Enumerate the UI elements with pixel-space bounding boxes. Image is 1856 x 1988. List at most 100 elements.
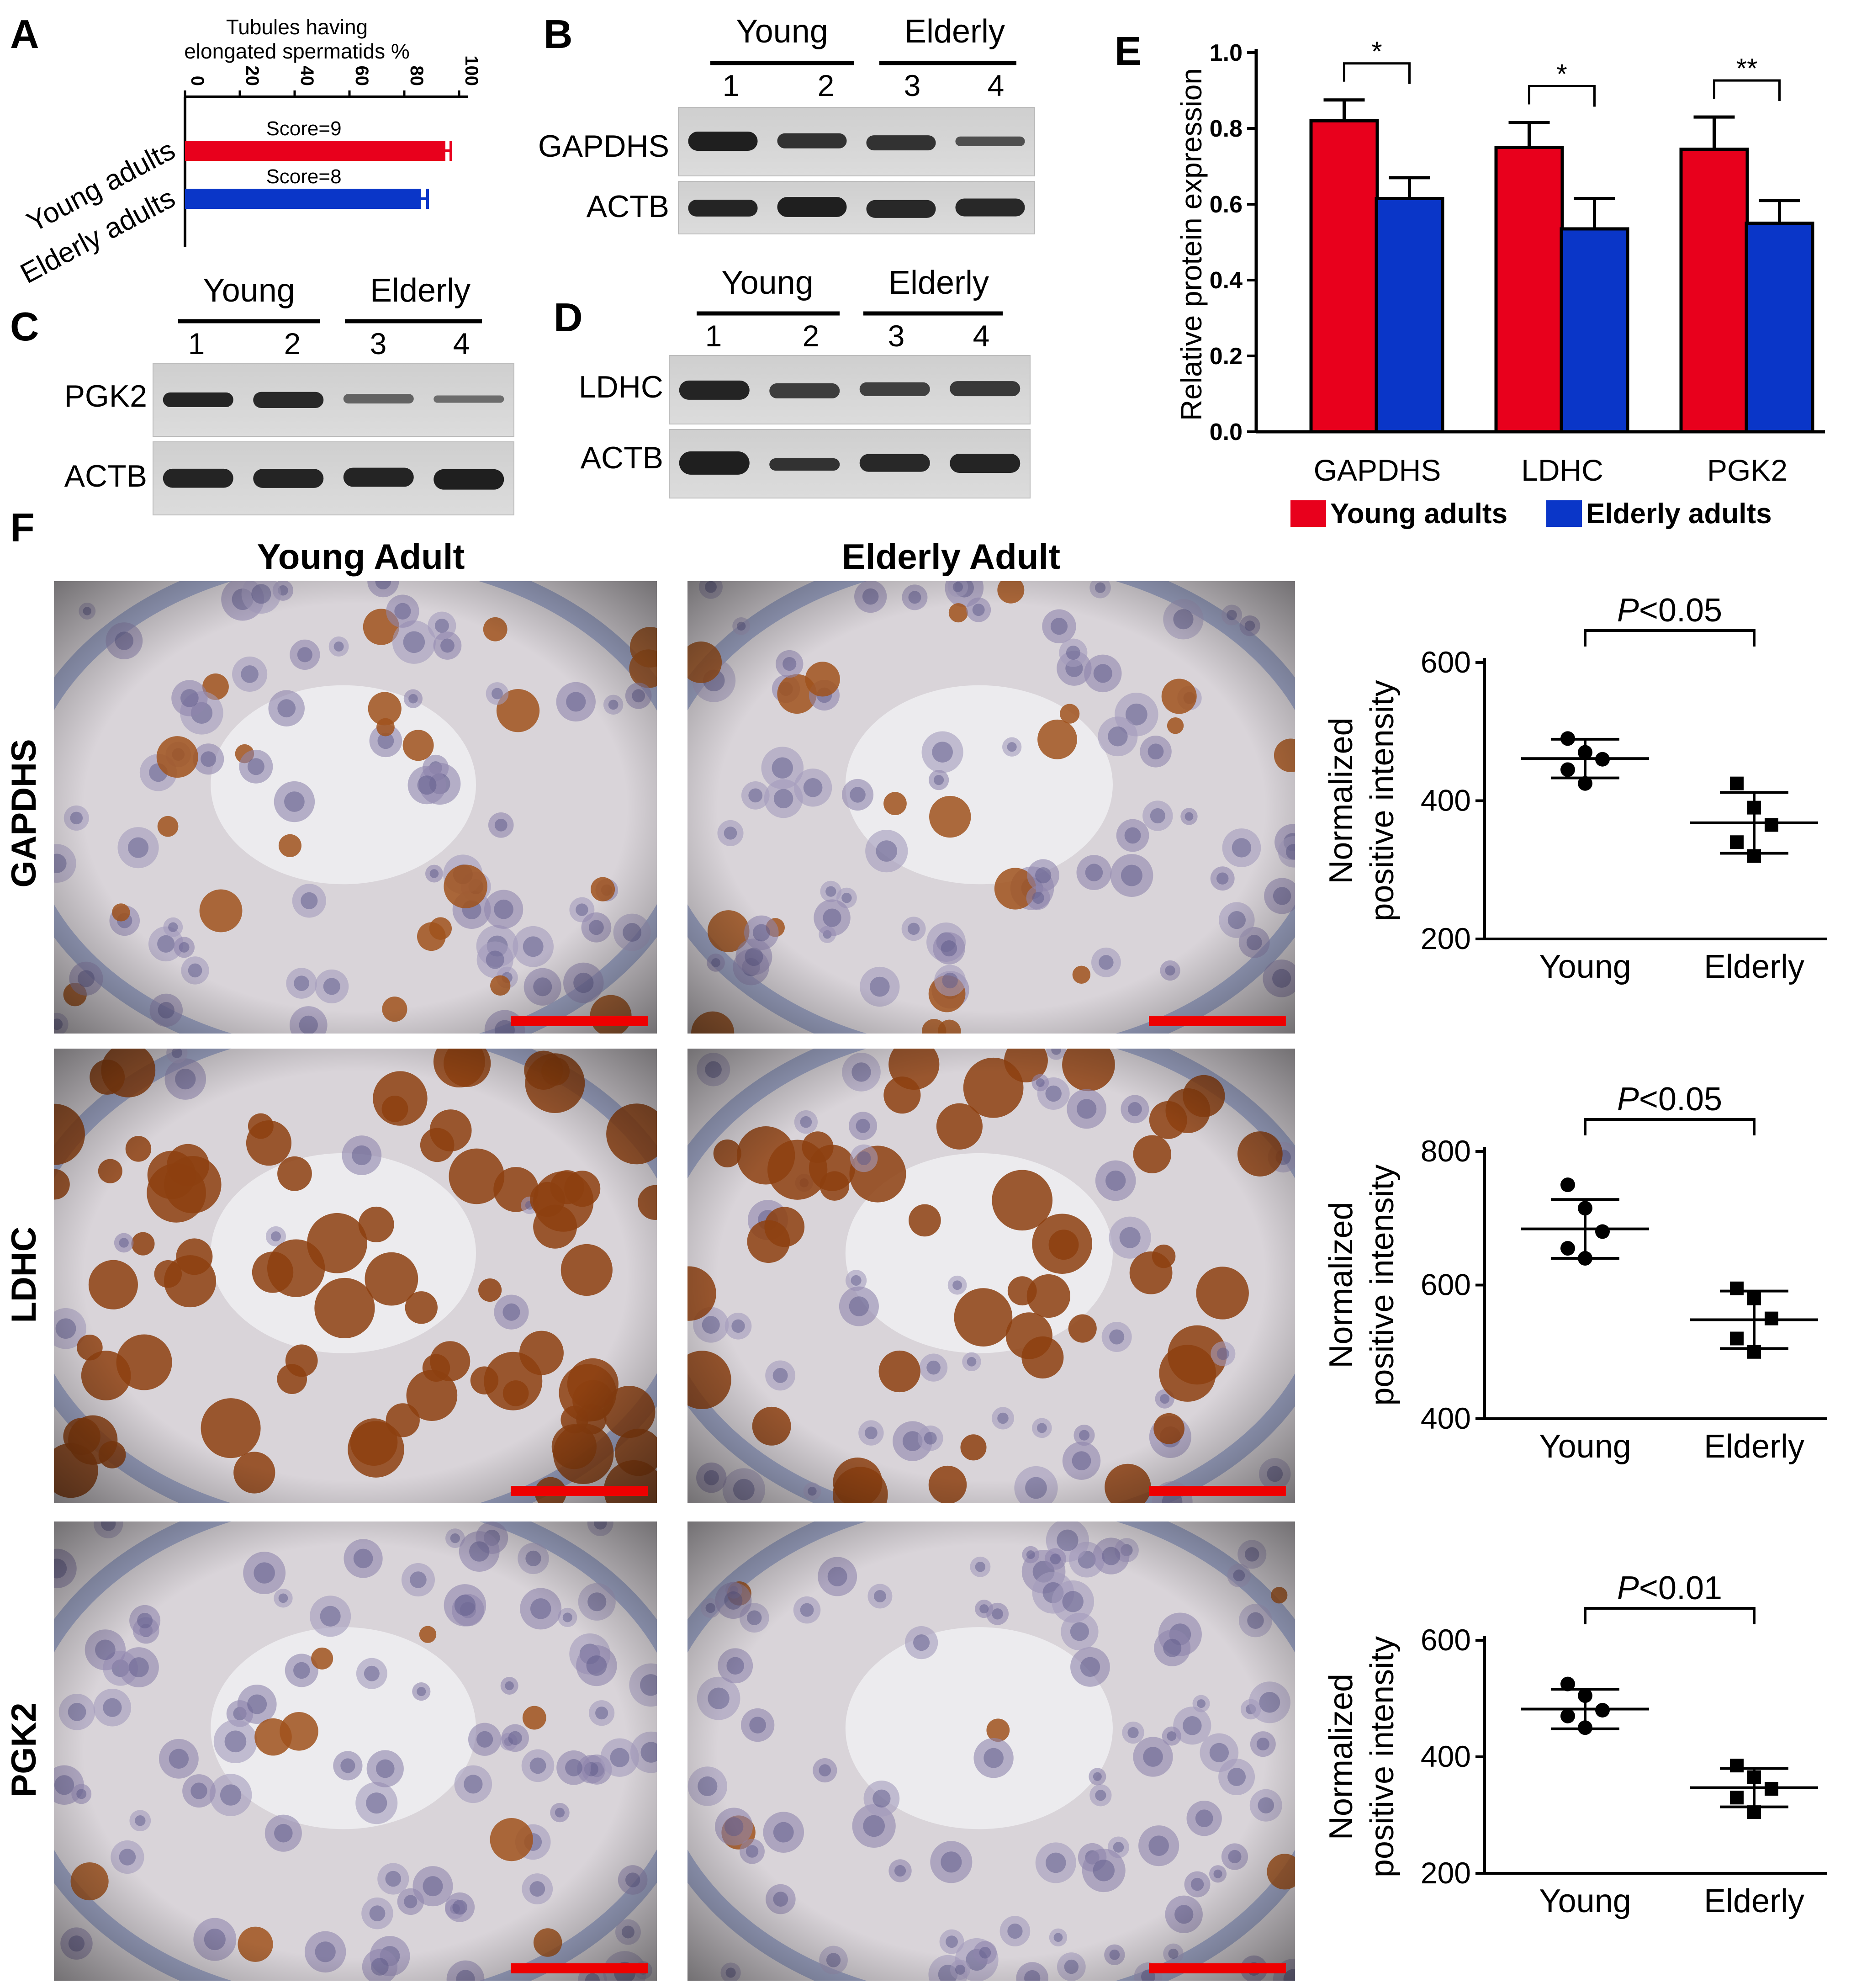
blot-c-lane-4: 4	[453, 327, 470, 360]
blot-band	[163, 392, 233, 407]
p-value-label: P<0.05	[1617, 592, 1722, 629]
blot-c-row-actb: ACTB	[64, 459, 147, 493]
significance-mark-e: **	[1736, 53, 1758, 84]
blot-band	[769, 458, 840, 471]
scale-bar	[1149, 1963, 1286, 1973]
blot-d-lane-2: 2	[803, 319, 820, 353]
micrograph-vignette	[54, 1521, 657, 1981]
blot-band	[859, 454, 930, 472]
bar-e	[1494, 146, 1564, 434]
blot-d-image	[669, 355, 1031, 498]
blot-b-group-elderly: Elderly	[904, 13, 1005, 50]
blot-band	[955, 198, 1025, 217]
dot-plot-ylabel-2: positive intensity	[1364, 1164, 1401, 1405]
blot-b-group-young: Young	[736, 13, 828, 50]
f-col-title-elderly: Elderly Adult	[842, 536, 1060, 577]
dot-plot-ylabel-2: positive intensity	[1364, 680, 1401, 921]
blot-band	[859, 382, 930, 396]
dot-elderly	[1730, 1791, 1744, 1805]
dot-plot-ylabel-1: Normalized	[1323, 1674, 1359, 1840]
panel-letter-f: F	[10, 505, 35, 550]
tick-label-e: 0.6	[1210, 191, 1243, 218]
tick-label-e: 0.2	[1210, 343, 1243, 370]
f-row-label-gapdhs: GAPDHS	[5, 739, 43, 887]
micrograph-content	[54, 1521, 657, 1981]
p-value-symbol: P	[1617, 1081, 1639, 1118]
blot-c-lane-1: 1	[188, 327, 205, 360]
p-value-threshold: <0.05	[1639, 1081, 1722, 1118]
dot-young	[1595, 1224, 1610, 1239]
dot-elderly	[1730, 835, 1744, 849]
dot-young	[1560, 1676, 1575, 1691]
bar-e	[1309, 119, 1379, 434]
dot-plot-2: 400 600 800 Normalized positive intensity You…	[1323, 1081, 1827, 1465]
micrograph-vignette	[54, 1049, 657, 1503]
blot-b-row-actb: ACTB	[587, 189, 669, 224]
micrograph-grid	[54, 581, 1295, 1981]
p-bracket	[1584, 1607, 1756, 1624]
tick-label-a: 60	[352, 66, 372, 86]
blot-band	[679, 380, 750, 400]
blot-band	[253, 469, 324, 488]
legend-label-elderly: Elderly adults	[1586, 498, 1772, 530]
dot-elderly	[1730, 1331, 1744, 1346]
blot-band	[343, 394, 414, 404]
panel-letter-b: B	[544, 11, 573, 57]
micrograph-content	[54, 1049, 657, 1503]
blot-band	[434, 469, 504, 490]
micrograph-vignette	[687, 1521, 1295, 1981]
dot-elderly	[1765, 818, 1778, 832]
panel-b: B Young Elderly 1 2 3 4 GAPDHS ACTB	[538, 11, 1035, 234]
p-value-threshold: <0.01	[1639, 1570, 1722, 1606]
micrograph-tile	[54, 1049, 657, 1503]
bar-e	[1560, 227, 1629, 434]
micrograph-content	[54, 581, 657, 1034]
blot-d-lane-4: 4	[973, 319, 990, 353]
tick-label-e: 0.4	[1210, 267, 1243, 294]
p-value-symbol: P	[1617, 1570, 1639, 1606]
blot-b-lane-1: 1	[723, 69, 740, 102]
micrograph-vignette	[687, 581, 1295, 1034]
blot-band	[777, 197, 847, 217]
scale-bar	[511, 1016, 648, 1026]
micrograph-tile	[54, 1521, 657, 1981]
dot-young	[1560, 1177, 1575, 1193]
dot-plot-1: 200 400 600 Normalized positive intensity You…	[1323, 592, 1827, 985]
blot-d-group-young: Young	[721, 265, 814, 301]
panel-letter-c: C	[10, 304, 39, 349]
dot-plot-3: 200 400 600 Normalized positive intensity You…	[1323, 1570, 1827, 1919]
dot-young	[1560, 1241, 1575, 1256]
blot-c-row-pgk2: PGK2	[64, 379, 147, 414]
micrograph-vignette	[687, 1049, 1295, 1503]
tick-label-a: 80	[407, 66, 427, 86]
p-bracket	[1584, 1118, 1756, 1135]
tick-label-e: 1.0	[1210, 40, 1243, 66]
f-col-title-young: Young Adult	[257, 536, 465, 577]
tick-label-e: 0.8	[1210, 116, 1243, 142]
micrograph-tile	[54, 581, 657, 1034]
blot-d-row-ldhc: LDHC	[579, 370, 663, 404]
blot-d-lane-3: 3	[888, 319, 905, 353]
category-label-e: GAPDHS	[1314, 453, 1441, 487]
dot-plot-tick-label: 400	[1421, 1401, 1471, 1435]
score-label-a: Score=8	[266, 165, 341, 188]
blot-band	[950, 453, 1021, 473]
panel-e-ylabel: Relative protein expression	[1175, 68, 1208, 421]
significance-mark-e: *	[1371, 36, 1382, 67]
f-row-label-pgk2: PGK2	[5, 1703, 43, 1797]
p-value-label: P<0.01	[1617, 1570, 1722, 1606]
panel-letter-e: E	[1115, 28, 1142, 74]
dot-plot-tick-label: 600	[1421, 645, 1471, 679]
blot-c-image	[153, 363, 514, 515]
significance-bracket-e	[1713, 79, 1781, 101]
p-value-symbol: P	[1617, 592, 1639, 629]
panel-a-title-1: Tubules having	[226, 15, 368, 39]
dot-young	[1560, 762, 1575, 777]
blot-d-row-actb: ACTB	[581, 440, 663, 475]
category-label-e: LDHC	[1521, 453, 1603, 487]
bar-e	[1375, 197, 1444, 434]
blot-band	[253, 392, 324, 408]
tick-label-e: 0.0	[1210, 419, 1243, 445]
bar-e	[1745, 222, 1814, 434]
